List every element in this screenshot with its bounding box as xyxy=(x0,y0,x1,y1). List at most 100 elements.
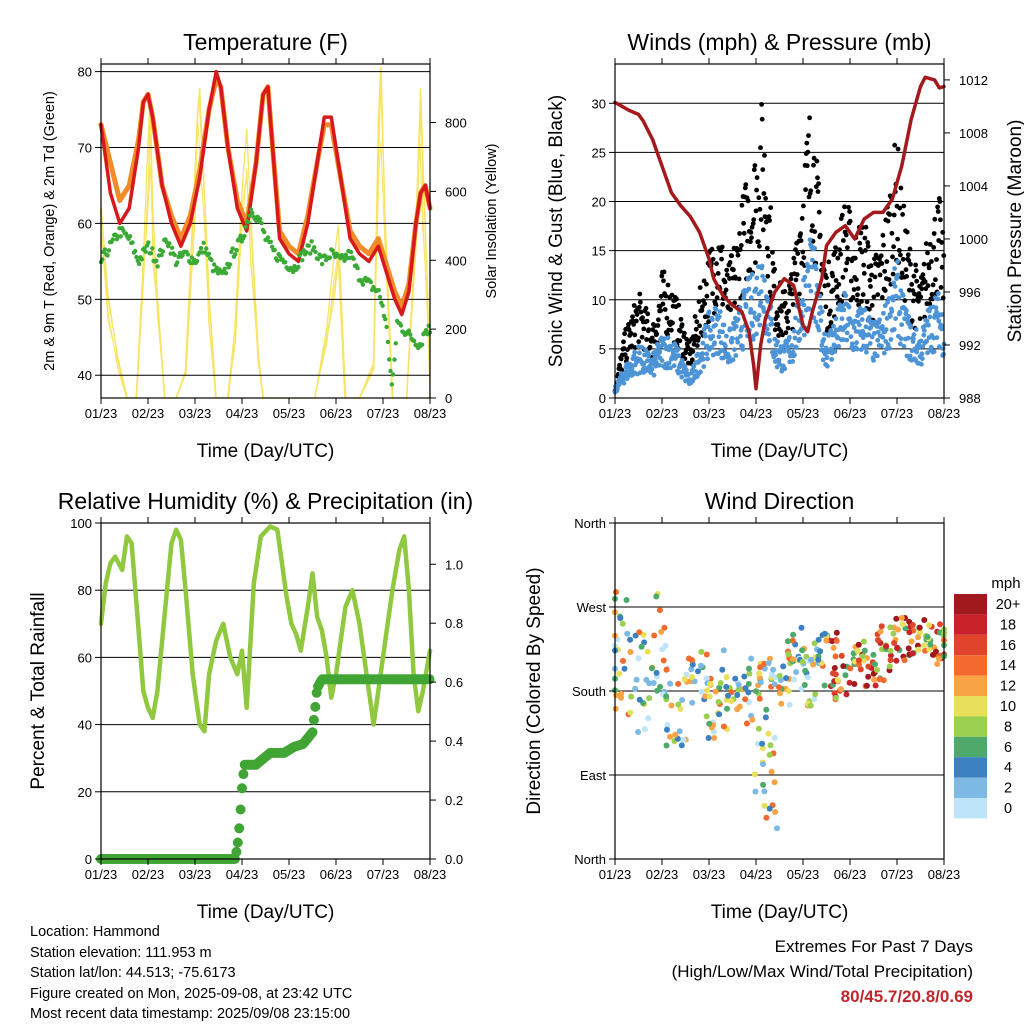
wind-point xyxy=(877,317,882,323)
gust-point xyxy=(918,294,924,300)
direction-point xyxy=(667,680,674,687)
gust-point xyxy=(788,276,794,282)
wind-point xyxy=(716,334,722,340)
gust-point xyxy=(860,292,866,297)
gust-point xyxy=(644,337,649,342)
x-tick-label: 07/23 xyxy=(881,406,914,421)
gust-point xyxy=(793,247,798,253)
direction-point xyxy=(703,713,710,720)
legend-title: mph xyxy=(991,575,1020,592)
wind-point xyxy=(885,299,890,305)
legend-label: 8 xyxy=(1004,719,1012,735)
gust-point xyxy=(851,287,857,292)
gust-point xyxy=(794,272,800,277)
precip-point xyxy=(307,727,318,738)
gust-point xyxy=(899,270,905,276)
direction-point xyxy=(632,685,639,692)
direction-point xyxy=(776,690,783,697)
direction-point xyxy=(857,666,864,673)
y-tick-label: 25 xyxy=(592,145,606,160)
gust-point xyxy=(778,328,784,334)
wind-point xyxy=(920,344,926,349)
direction-point xyxy=(757,664,764,671)
wind-point xyxy=(905,335,911,341)
gust-point xyxy=(801,255,807,260)
wind-point xyxy=(914,349,920,355)
wind-point xyxy=(936,318,942,324)
wind-point xyxy=(730,357,736,363)
wind-point xyxy=(808,288,814,294)
gust-point xyxy=(938,285,944,290)
gust-point xyxy=(760,227,766,233)
precip-point xyxy=(308,714,319,725)
wind-point xyxy=(790,359,796,364)
direction-point xyxy=(860,638,867,645)
gust-point xyxy=(868,263,874,269)
x-tick-label: 07/23 xyxy=(367,406,400,421)
wind-point xyxy=(777,361,782,367)
gust-point xyxy=(840,274,846,280)
x-tick-label: 07/23 xyxy=(367,867,400,882)
direction-point xyxy=(811,696,818,702)
x-tick-label: 06/23 xyxy=(834,867,867,882)
dewpoint-point xyxy=(172,252,177,258)
direction-point xyxy=(762,714,769,721)
dewpoint-point xyxy=(105,253,110,258)
dewpoint-point xyxy=(419,342,425,347)
direction-point xyxy=(778,700,785,707)
gust-point xyxy=(714,261,719,267)
direction-point xyxy=(748,655,755,662)
gust-point xyxy=(679,322,685,328)
legend-label: 10 xyxy=(1000,699,1016,715)
y-tick-label: 20 xyxy=(78,785,92,800)
gust-point xyxy=(719,244,725,250)
y-tick-label: South xyxy=(572,684,606,699)
wind-point xyxy=(741,292,747,298)
y-tick-label: 0 xyxy=(85,852,92,867)
gust-point xyxy=(758,217,764,223)
gust-point xyxy=(697,285,703,290)
gust-point xyxy=(771,283,777,289)
y-tick-label: 30 xyxy=(592,96,606,111)
x-tick-label: 07/23 xyxy=(881,867,914,882)
direction-point xyxy=(657,683,664,690)
y2-tick-label: 400 xyxy=(445,253,467,268)
direction-point xyxy=(736,703,743,710)
direction-point xyxy=(894,644,901,651)
wind-point xyxy=(896,295,902,301)
wind-point xyxy=(712,340,717,346)
gust-point xyxy=(741,230,747,236)
gust-point xyxy=(658,308,664,313)
direction-point xyxy=(785,688,792,694)
wind-direction-panel: Wind Direction Time (Day/UTC) 01/23 02/23 03… xyxy=(524,488,1021,923)
wind-point xyxy=(797,336,803,342)
x-tick-label: 06/23 xyxy=(320,406,353,421)
gust-point xyxy=(816,181,821,187)
wind-point xyxy=(706,309,712,315)
gust-point xyxy=(697,323,702,329)
dewpoint-point xyxy=(222,266,227,271)
wind-point xyxy=(751,310,757,316)
direction-point xyxy=(734,692,741,698)
gust-point xyxy=(937,199,943,205)
legend-label: 14 xyxy=(1000,658,1016,674)
direction-point xyxy=(776,672,783,679)
direction-point xyxy=(663,742,670,749)
gust-point xyxy=(902,298,908,303)
wind-point xyxy=(925,350,930,356)
wind-point xyxy=(918,338,924,344)
direction-point xyxy=(636,696,643,703)
dewpoint-point xyxy=(118,234,123,239)
x-tick-label: 02/23 xyxy=(646,406,679,421)
direction-point xyxy=(830,644,837,651)
wind-point xyxy=(756,313,762,318)
gust-point xyxy=(754,187,759,193)
gust-point xyxy=(861,271,867,276)
wind-point xyxy=(631,353,637,359)
wind-point xyxy=(740,346,746,352)
wind-point xyxy=(666,360,672,366)
gust-point xyxy=(699,308,705,313)
wind-point xyxy=(713,307,719,312)
x-tick-label: 05/23 xyxy=(273,867,306,882)
dewpoint-point xyxy=(387,357,392,362)
